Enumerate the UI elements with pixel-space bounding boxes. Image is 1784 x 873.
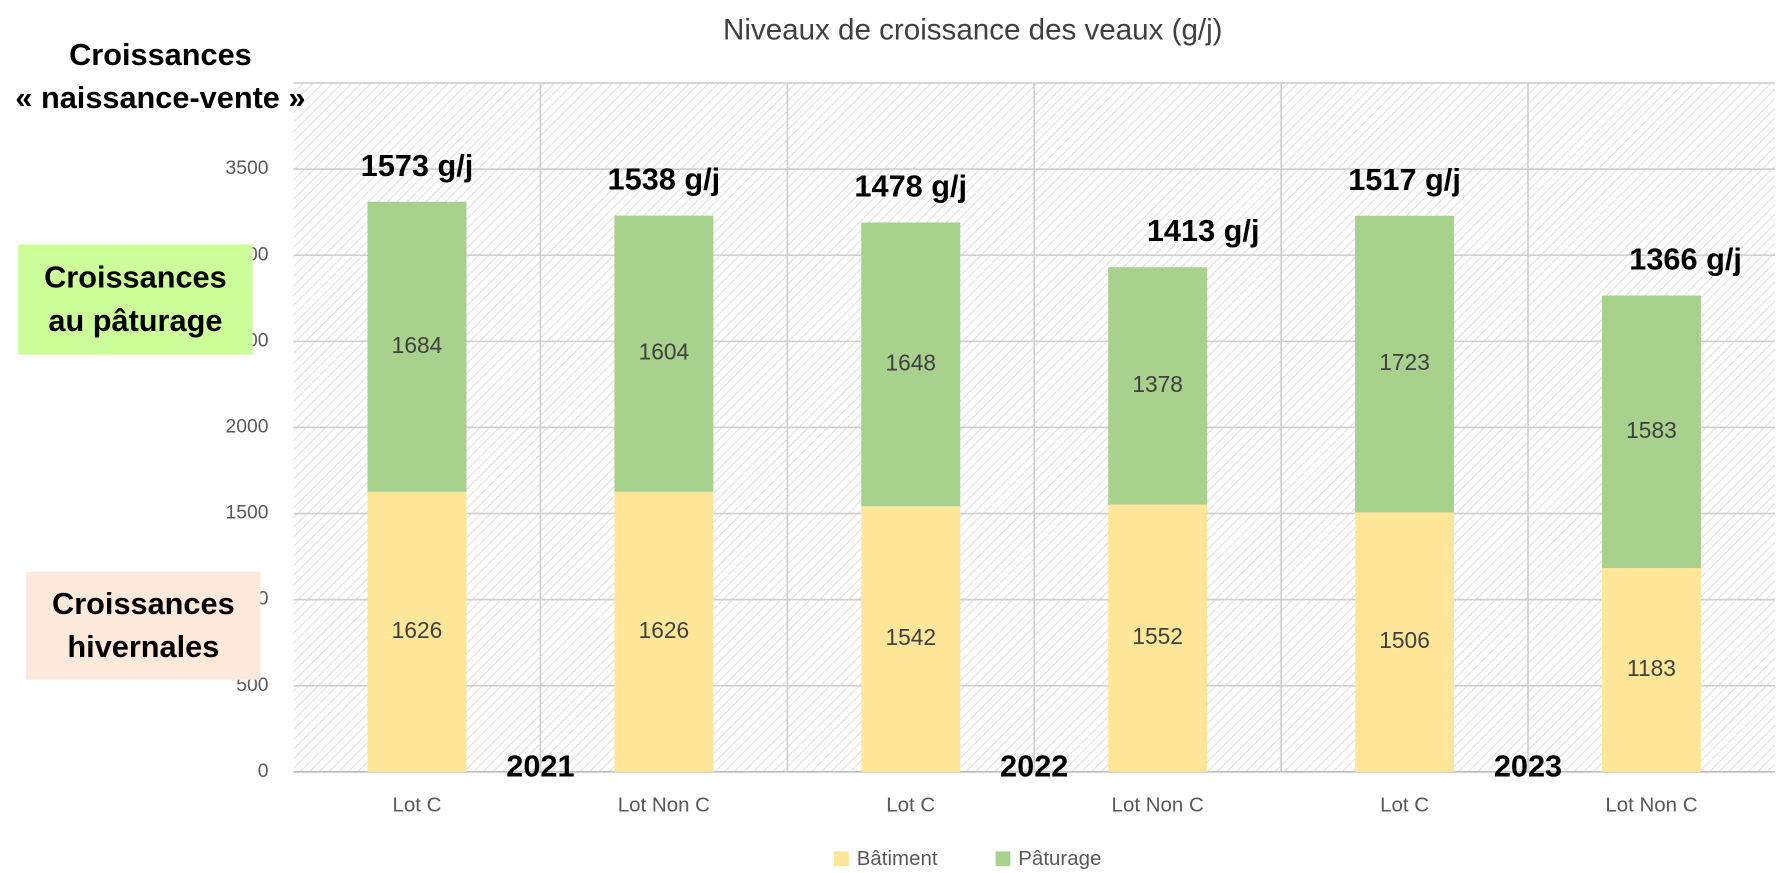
segment-label: 1542 <box>885 624 936 650</box>
annotation-text: hivernales <box>67 629 219 664</box>
annotation-box <box>0 39 294 131</box>
segment-label: 1626 <box>639 617 690 643</box>
bar-segment <box>1601 295 1701 569</box>
segment-label: 1506 <box>1379 627 1430 653</box>
bar-segment <box>614 215 714 492</box>
segment-label: 1684 <box>392 332 443 358</box>
bar-segment <box>1601 568 1701 772</box>
annotation-text: « naissance-vente » <box>15 80 305 115</box>
annotation-text: Croissances <box>69 37 252 72</box>
legend-label: Bâtiment <box>857 847 938 870</box>
total-label: 1517 g/j <box>1348 162 1461 197</box>
bar-segment <box>367 491 467 772</box>
segment-label: 1604 <box>639 339 690 365</box>
annotation-text: Croissances <box>44 260 227 295</box>
x-tick-label: Lot Non C <box>1605 793 1697 816</box>
bar-segment <box>1355 215 1455 513</box>
segment-label: 1552 <box>1132 623 1183 649</box>
bar-segment <box>614 491 714 772</box>
annotation-box <box>26 571 261 680</box>
segment-label: 1648 <box>885 349 936 375</box>
total-label: 1478 g/j <box>854 168 967 203</box>
legend-label: Pâturage <box>1018 847 1101 870</box>
annotation-box <box>18 244 253 355</box>
x-tick-label: Lot Non C <box>618 793 710 816</box>
bar-segment <box>367 201 467 492</box>
year-label: 2022 <box>1000 749 1068 784</box>
y-tick-label: 1500 <box>225 503 268 524</box>
bar-segment <box>1108 267 1208 505</box>
annotation-text: au pâturage <box>48 303 222 338</box>
annotation-text: Croissances <box>52 586 235 621</box>
x-tick-label: Lot C <box>1380 793 1429 816</box>
bar-segment <box>861 222 961 507</box>
year-label: 2023 <box>1494 749 1562 784</box>
segment-label: 1583 <box>1626 417 1677 443</box>
legend-swatch <box>833 851 849 867</box>
year-label: 2021 <box>506 749 574 784</box>
y-tick-label: 3500 <box>225 158 268 179</box>
y-tick-label: 0 <box>258 761 269 782</box>
segment-label: 1183 <box>1627 655 1676 681</box>
bar-segment <box>861 506 961 772</box>
total-label: 1366 g/j <box>1629 242 1742 277</box>
legend-swatch <box>995 851 1011 867</box>
segment-label: 1626 <box>392 617 443 643</box>
segment-label: 1378 <box>1132 371 1183 397</box>
segment-label: 1723 <box>1379 349 1430 375</box>
bar-segment <box>1355 512 1455 772</box>
y-tick-label: 500 <box>236 675 268 696</box>
total-label: 1538 g/j <box>608 162 721 197</box>
chart-title: Niveaux de croissance des veaux (g/j) <box>723 14 1222 47</box>
total-label: 1573 g/j <box>361 148 474 183</box>
bar-segment <box>1108 504 1208 772</box>
y-tick-label: 2000 <box>225 417 268 438</box>
total-label: 1413 g/j <box>1147 213 1260 248</box>
x-tick-label: Lot C <box>393 793 442 816</box>
x-tick-label: Lot Non C <box>1112 793 1204 816</box>
x-tick-label: Lot C <box>886 793 935 816</box>
